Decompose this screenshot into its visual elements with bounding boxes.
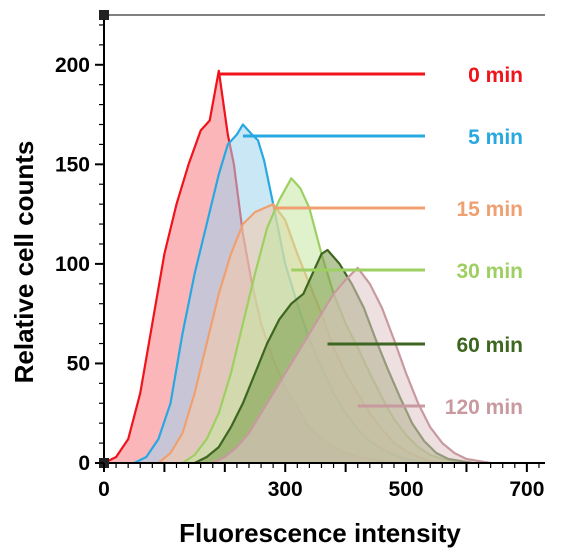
x-axis-title: Fluorescence intensity	[179, 518, 461, 548]
series-label: 30 min	[456, 260, 523, 283]
x-tick-label: 700	[509, 478, 544, 501]
series-label: 120 min	[445, 396, 523, 419]
series-label: 5 min	[468, 126, 523, 149]
y-tick-label: 150	[55, 153, 90, 176]
x-tick-label: 0	[98, 478, 110, 501]
series-label: 15 min	[456, 198, 523, 221]
series-line-5	[212, 266, 491, 465]
y-tick-label: 200	[55, 54, 90, 77]
series-labels: 0 min 5 min 15 min 30 min 60 min 120 min	[218, 64, 523, 419]
x-tick-label: 500	[389, 478, 424, 501]
axes: 0 50 100 150 200 0 300 500 700	[55, 10, 545, 501]
series-label: 60 min	[456, 334, 523, 357]
y-tick-label: 0	[78, 452, 90, 475]
y-axis-title: Relative cell counts	[9, 141, 39, 384]
series-label: 0 min	[468, 64, 523, 87]
series-area-5	[212, 267, 491, 463]
x-tick-label: 300	[268, 478, 303, 501]
corner-marker-top	[99, 10, 109, 20]
y-tick-label: 50	[67, 352, 90, 375]
y-tick-label: 100	[55, 253, 90, 276]
plot-area	[103, 69, 491, 465]
